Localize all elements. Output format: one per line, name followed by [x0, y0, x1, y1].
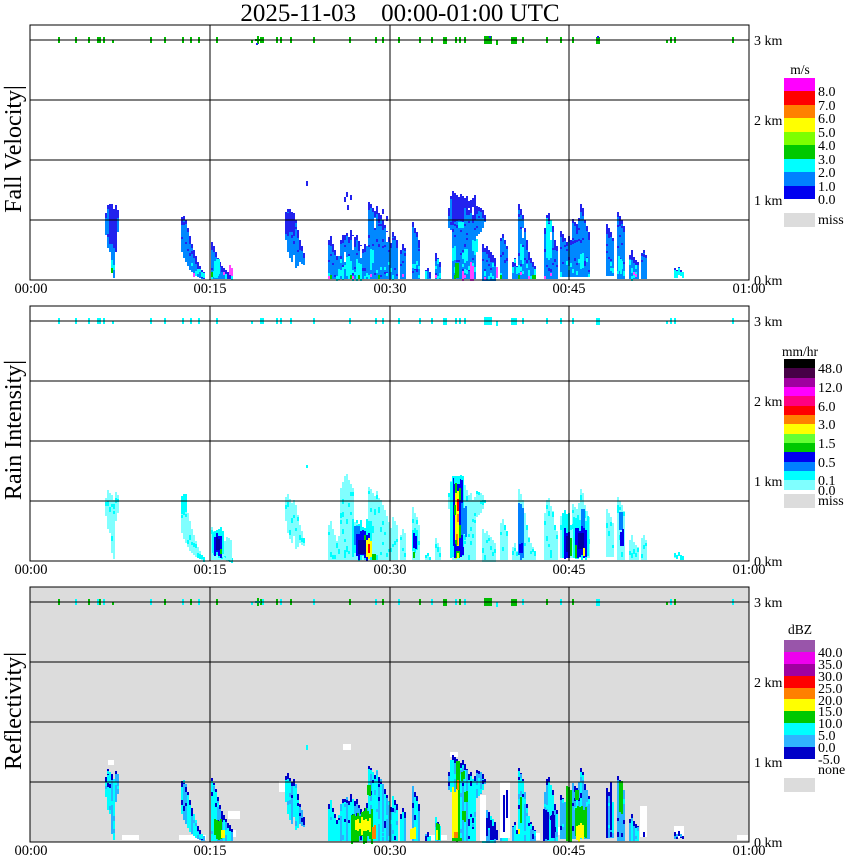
svg-text:m/s: m/s — [790, 62, 810, 77]
svg-text:3.0: 3.0 — [818, 153, 836, 168]
svg-text:00:15: 00:15 — [193, 562, 226, 578]
svg-text:2 km: 2 km — [754, 395, 783, 410]
svg-text:1.5: 1.5 — [818, 437, 836, 452]
svg-text:2 km: 2 km — [754, 676, 783, 691]
svg-text:dBZ: dBZ — [788, 622, 812, 637]
svg-text:0 km: 0 km — [754, 836, 783, 851]
svg-text:3 km: 3 km — [754, 596, 783, 611]
svg-text:48.0: 48.0 — [818, 362, 843, 377]
svg-text:6.0: 6.0 — [818, 112, 836, 127]
svg-text:0.0: 0.0 — [818, 193, 836, 208]
svg-text:1 km: 1 km — [754, 194, 783, 209]
svg-text:Rain Intensity|: Rain Intensity| — [1, 360, 27, 500]
svg-text:10.0: 10.0 — [818, 717, 843, 732]
svg-text:4.0: 4.0 — [818, 139, 836, 154]
svg-text:3.0: 3.0 — [818, 418, 836, 433]
svg-text:Reflectivity|: Reflectivity| — [1, 652, 27, 770]
svg-text:30.0: 30.0 — [818, 670, 843, 685]
svg-text:00:45: 00:45 — [552, 562, 585, 578]
svg-text:00:30: 00:30 — [373, 281, 406, 297]
svg-text:3 km: 3 km — [754, 34, 783, 49]
svg-text:6.0: 6.0 — [818, 400, 836, 415]
svg-text:20.0: 20.0 — [818, 694, 843, 709]
svg-text:00:00: 00:00 — [14, 281, 47, 297]
svg-text:12.0: 12.0 — [818, 381, 843, 396]
svg-text:00:30: 00:30 — [373, 843, 406, 859]
svg-text:5.0: 5.0 — [818, 126, 836, 141]
svg-text:00:00: 00:00 — [14, 843, 47, 859]
svg-text:00:00: 00:00 — [14, 562, 47, 578]
svg-text:0.0: 0.0 — [818, 741, 836, 756]
svg-text:35.0: 35.0 — [818, 658, 843, 673]
svg-text:0.5: 0.5 — [818, 456, 836, 471]
svg-text:0.0: 0.0 — [818, 484, 836, 499]
svg-text:7.0: 7.0 — [818, 99, 836, 114]
svg-text:5.0: 5.0 — [818, 729, 836, 744]
svg-text:0 km: 0 km — [754, 274, 783, 289]
svg-text:mm/hr: mm/hr — [782, 344, 819, 359]
svg-text:00:15: 00:15 — [193, 843, 226, 859]
svg-text:00:15: 00:15 — [193, 281, 226, 297]
svg-text:3 km: 3 km — [754, 315, 783, 330]
svg-text:00:45: 00:45 — [552, 281, 585, 297]
svg-text:00:45: 00:45 — [552, 843, 585, 859]
svg-text:01:00: 01:00 — [732, 562, 765, 578]
svg-text:0.1: 0.1 — [818, 474, 836, 489]
svg-text:2.0: 2.0 — [818, 166, 836, 181]
svg-text:1.0: 1.0 — [818, 180, 836, 195]
svg-text:2 km: 2 km — [754, 114, 783, 129]
svg-text:00:30: 00:30 — [373, 562, 406, 578]
svg-text:01:00: 01:00 — [732, 281, 765, 297]
svg-text:1 km: 1 km — [754, 756, 783, 771]
svg-text:1 km: 1 km — [754, 475, 783, 490]
svg-text:01:00: 01:00 — [732, 843, 765, 859]
svg-text:-5.0: -5.0 — [818, 753, 840, 768]
svg-text:none: none — [818, 763, 845, 778]
svg-text:miss: miss — [818, 494, 844, 509]
svg-text:0 km: 0 km — [754, 555, 783, 570]
svg-text:Fall Velocity|: Fall Velocity| — [1, 85, 27, 213]
svg-text:40.0: 40.0 — [818, 646, 843, 661]
svg-text:25.0: 25.0 — [818, 682, 843, 697]
svg-text:15.0: 15.0 — [818, 705, 843, 720]
svg-text:8.0: 8.0 — [818, 85, 836, 100]
svg-text:2025-11-03 00:00-01:00 UTC: 2025-11-03 00:00-01:00 UTC — [240, 0, 559, 27]
svg-text:miss: miss — [818, 213, 844, 228]
